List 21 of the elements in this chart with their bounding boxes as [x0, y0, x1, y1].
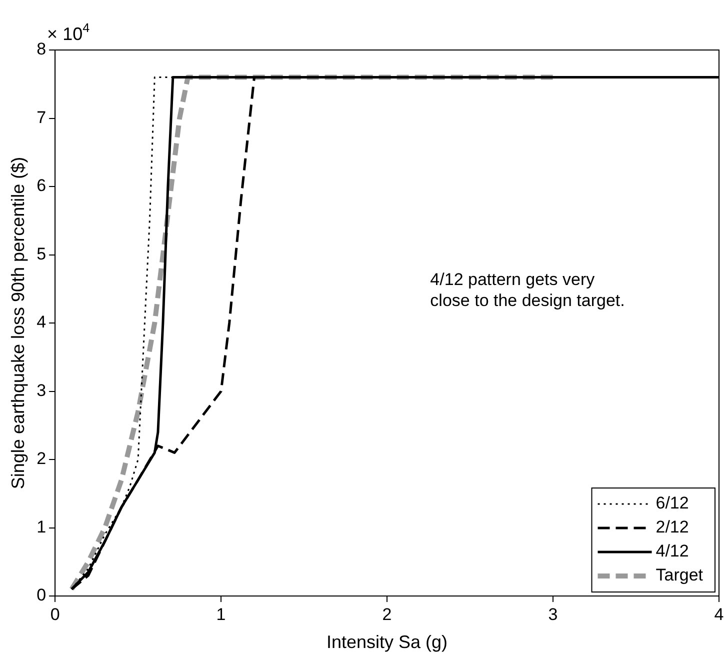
legend-label: 6/12 — [656, 494, 689, 513]
x-tick-label: 3 — [548, 604, 558, 624]
y-tick-label: 1 — [36, 517, 46, 536]
y-tick-label: 6 — [36, 176, 46, 196]
y-tick-label: 8 — [36, 40, 46, 59]
y-tick-label: 0 — [36, 586, 46, 605]
x-axis-title: Intensity Sa (g) — [326, 632, 448, 652]
x-tick-label: 4 — [714, 604, 724, 624]
y-tick-label: 2 — [36, 449, 46, 468]
annotation: 4/12 pattern gets very close to the design target. — [430, 270, 625, 310]
y-tick-label: 7 — [36, 108, 46, 127]
legend-label: 4/12 — [656, 542, 689, 561]
y-tick-label: 4 — [36, 312, 46, 332]
y-tick-label: 5 — [36, 244, 46, 264]
y-tick-label: 3 — [36, 380, 46, 400]
y-axis-title: Single earthquake loss 90th percentile ($) — [8, 156, 28, 490]
x-tick-label: 2 — [382, 604, 392, 624]
legend-label: Target — [656, 566, 704, 585]
x-tick-label: 0 — [50, 604, 60, 624]
x-tick-label: 1 — [216, 604, 226, 624]
legend-label: 2/12 — [656, 518, 689, 537]
